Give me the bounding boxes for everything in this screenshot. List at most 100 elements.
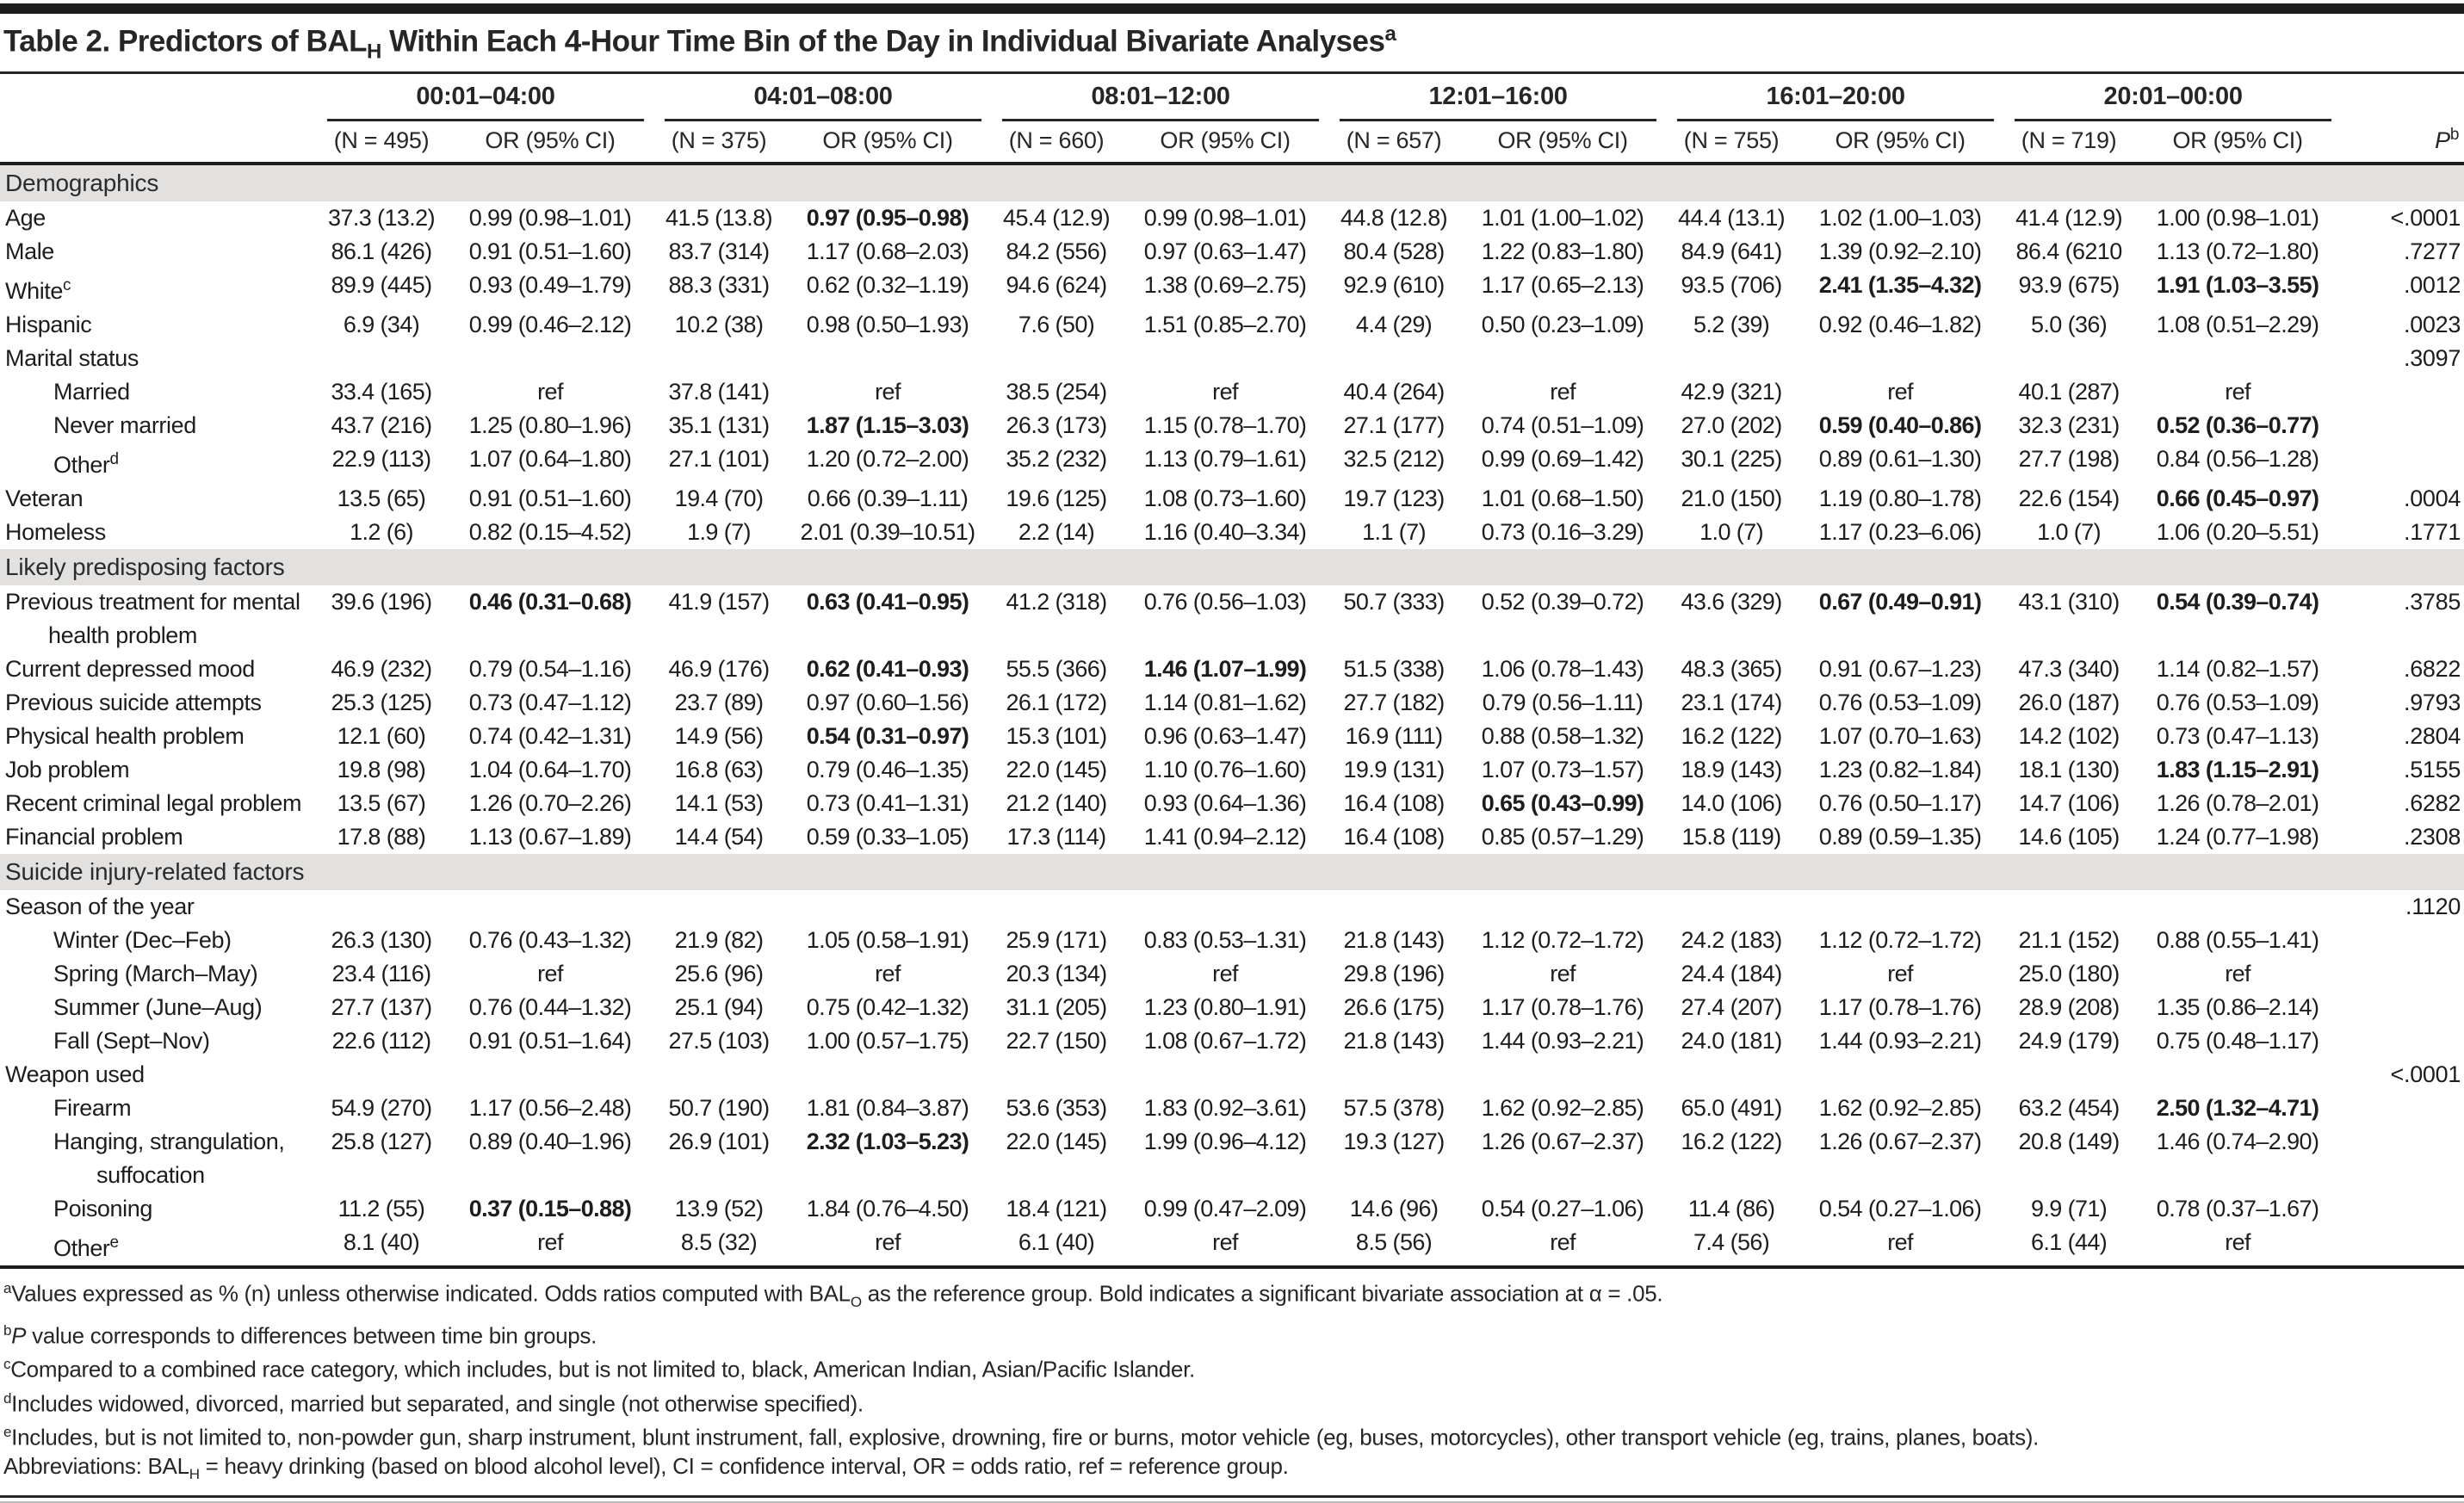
cell-odds-ratio: 0.37 (0.15–0.88) [468,1195,632,1222]
cell-odds-ratio: 1.26 (0.67–2.37) [1481,1128,1644,1154]
cell-percent-n: 1.0 (7) [1699,518,1763,545]
cell-percent-n: 29.8 (196) [1343,960,1446,987]
cell-percent-n: 19.9 (131) [1343,756,1446,782]
cell-percent-n: 48.3 (365) [1681,655,1783,682]
cell-odds-ratio: 1.17 (0.68–2.03) [806,238,969,264]
p-value [2342,1024,2464,1058]
cell-percent-n: 14.4 (54) [674,823,764,850]
cell-percent-n: 14.0 (106) [1681,789,1783,816]
cell-percent-n: 17.8 (88) [337,823,426,850]
cell-odds-ratio [2133,1058,2342,1092]
cell-odds-ratio [1458,342,1667,375]
cell-odds-ratio: 0.93 (0.64–1.36) [1143,789,1307,816]
cell-percent-n: 1.0 (7) [2037,518,2101,545]
cell-percent-n: 20.8 (149) [2018,1128,2120,1154]
cell-odds-ratio: 0.62 (0.32–1.19) [806,271,969,298]
cell-percent-n: 16.9 (111) [1345,722,1444,749]
cell-odds-ratio: 1.39 (0.92–2.10) [1818,238,1982,264]
footnote-line: dIncludes widowed, divorced, married but… [3,1389,864,1417]
cell-percent-n [1329,1058,1458,1092]
cell-percent-n: 37.3 (13.2) [328,204,436,231]
n-header: (N = 755) [1683,127,1780,153]
cell-odds-ratio: 1.81 (0.84–3.87) [806,1094,969,1121]
cell-percent-n: 23.4 (116) [331,960,431,987]
cell-percent-n: 47.3 (340) [2018,655,2120,682]
table-row: Poisoning 11.2 (55) 0.37 (0.15–0.88) 13.9 (… [0,1192,2464,1226]
cell-percent-n: 2.2 (14) [1018,518,1095,545]
cell-percent-n: 11.4 (86) [1687,1195,1775,1222]
cell-percent-n: 25.8 (127) [331,1128,432,1154]
cell-odds-ratio [446,890,654,924]
section-row: Suicide injury-related factors [0,853,2464,890]
p-value [2342,957,2464,991]
cell-odds-ratio: 1.06 (0.78–1.43) [1481,655,1644,682]
cell-odds-ratio: 0.88 (0.55–1.41) [2156,926,2319,953]
cell-percent-n: 51.5 (338) [1343,655,1446,682]
cell-odds-ratio: ref [1887,960,1913,987]
time-bin-label: 04:01–08:00 [665,83,982,121]
cell-percent-n: 94.6 (624) [1006,271,1107,298]
table-row: Othere 8.1 (40) ref 8.5 (32) ref 6.1 (40) ref 8… [0,1226,2464,1265]
p-value-header: Pb [2435,125,2460,153]
table-row: Previous suicide attempts 25.3 (125) 0.73 … [0,686,2464,720]
cell-odds-ratio: 0.76 (0.56–1.03) [1143,588,1307,615]
cell-odds-ratio: ref [1887,378,1913,405]
time-bin-header: 12:01–16:00 [1329,74,1667,121]
cell-percent-n: 21.9 (82) [674,926,764,953]
cell-percent-n: 65.0 (491) [1681,1094,1783,1121]
p-value: .1771 [2404,518,2461,545]
cell-percent-n: 44.4 (13.1) [1678,204,1786,231]
n-header: (N = 657) [1346,127,1442,153]
cell-odds-ratio: 0.88 (0.58–1.32) [1481,722,1644,749]
cell-odds-ratio: 1.91 (1.03–3.55) [2156,271,2319,298]
cell-odds-ratio: 1.02 (1.00–1.03) [1818,204,1982,231]
cell-percent-n: 5.2 (39) [1693,311,1770,337]
table-row: Current depressed mood 46.9 (232) 0.79 (0.… [0,653,2464,686]
cell-percent-n [1667,890,1796,924]
cell-odds-ratio: 1.07 (0.64–1.80) [468,445,632,472]
cell-odds-ratio: 1.06 (0.20–5.51) [2156,518,2319,545]
n-header: (N = 660) [1008,127,1105,153]
cell-odds-ratio: 0.99 (0.98–1.01) [468,204,632,231]
cell-odds-ratio: 0.91 (0.51–1.64) [468,1027,632,1054]
cell-odds-ratio: 0.96 (0.63–1.47) [1143,722,1307,749]
cell-odds-ratio: 2.32 (1.03–5.23) [806,1128,969,1154]
row-label: Age [5,204,46,231]
cell-percent-n: 26.1 (172) [1006,689,1107,715]
cell-odds-ratio: 0.52 (0.36–0.77) [2156,411,2319,438]
cell-odds-ratio: 1.46 (0.74–2.90) [2156,1128,2319,1154]
table-row: Previous treatment for mental health pro… [0,585,2464,653]
cell-odds-ratio: ref [1550,1228,1576,1255]
cell-odds-ratio: 1.17 (0.23–6.06) [1818,518,1982,545]
cell-odds-ratio: 0.66 (0.39–1.11) [807,485,969,511]
table-row: Never married 43.7 (216) 1.25 (0.80–1.96) 3… [0,409,2464,442]
cell-odds-ratio: 1.20 (0.72–2.00) [806,445,969,472]
cell-odds-ratio: 1.62 (0.92–2.85) [1818,1094,1982,1121]
n-header: (N = 495) [333,127,430,153]
cell-percent-n: 6.9 (34) [343,311,420,337]
cell-odds-ratio: 0.50 (0.23–1.09) [1481,311,1644,337]
cell-odds-ratio: 0.91 (0.51–1.60) [468,485,632,511]
cell-odds-ratio: 0.76 (0.53–1.09) [2156,689,2319,715]
cell-odds-ratio: 0.73 (0.16–3.29) [1481,518,1644,545]
cell-odds-ratio: ref [1212,378,1238,405]
cell-percent-n: 41.4 (12.9) [2015,204,2123,231]
p-value [2342,409,2464,442]
row-label: Financial problem [5,823,183,850]
row-label: Othere [53,1233,119,1261]
cell-odds-ratio: 1.12 (0.72–1.72) [1481,926,1644,953]
row-label: Hanging, strangulation, suffocation [53,1128,285,1188]
cell-odds-ratio: ref [875,378,901,405]
cell-odds-ratio: 0.99 (0.47–2.09) [1143,1195,1307,1222]
cell-percent-n: 32.3 (231) [2018,411,2120,438]
cell-odds-ratio [783,1058,992,1092]
row-label: Male [5,238,54,264]
cell-odds-ratio: 1.62 (0.92–2.85) [1481,1094,1644,1121]
cell-percent-n [1667,1058,1796,1092]
p-value: .3097 [2404,344,2461,371]
cell-percent-n: 15.8 (119) [1681,823,1782,850]
p-value [2342,1125,2464,1192]
cell-odds-ratio: 1.10 (0.76–1.60) [1143,756,1307,782]
cell-odds-ratio: 1.35 (0.86–2.14) [2156,993,2319,1020]
p-value [2342,1192,2464,1226]
